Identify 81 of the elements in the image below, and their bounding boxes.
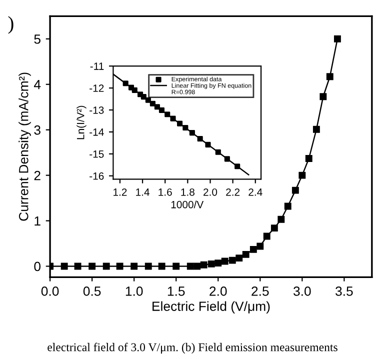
point: [102, 262, 110, 270]
point: [305, 155, 312, 162]
point: [263, 232, 270, 240]
y-tick-label: -12: [90, 84, 104, 92]
y-axis-title: Ln(I/V²): [76, 106, 86, 140]
x-tick-label: 2.0: [204, 188, 218, 196]
y-tick-label: -11: [90, 62, 104, 70]
x-axis-title: 1000/V: [171, 200, 204, 208]
point: [164, 112, 170, 118]
point: [182, 124, 188, 131]
x-tick-label: 3.0: [293, 286, 311, 296]
point: [144, 262, 152, 270]
point: [298, 172, 306, 179]
point: [140, 94, 146, 100]
y-tick-label: 1: [34, 216, 40, 226]
x-tick-label: 2.2: [226, 188, 240, 196]
y-tick-label: -15: [90, 150, 104, 158]
point: [132, 87, 138, 93]
x-tick-label: 0.0: [41, 286, 59, 296]
x-tick-label: 1.5: [168, 286, 185, 296]
point: [234, 164, 240, 170]
point: [158, 107, 164, 113]
y-tick-label: 2: [34, 170, 40, 180]
point: [214, 260, 222, 267]
point: [320, 93, 327, 100]
x-tick-label: 2.5: [252, 286, 269, 296]
x-tick-label: 1.4: [136, 188, 150, 196]
point: [116, 262, 124, 270]
point: [158, 262, 166, 270]
point: [74, 262, 82, 270]
y-tick-label: 5: [34, 34, 40, 44]
point: [154, 104, 160, 110]
y-tick-label: 4: [34, 80, 41, 90]
point: [242, 250, 250, 258]
text: electrical field of 3.0 V/μm. (b) Field emission measurements: [48, 342, 338, 354]
point: [221, 258, 228, 265]
point: [284, 202, 292, 210]
x-tick-label: 2.0: [210, 286, 227, 296]
point: [208, 260, 215, 268]
point: [270, 224, 278, 232]
point: [88, 262, 96, 270]
x-tick-label: 2.4: [248, 188, 262, 196]
x-tick-label: 1.8: [181, 188, 194, 196]
point: [145, 97, 151, 103]
point: [172, 262, 180, 270]
y-tick-label: 3: [34, 125, 40, 135]
point: [197, 136, 203, 142]
point: [236, 254, 243, 262]
y-axis-title: Current Density (mA/cm²): [18, 72, 31, 221]
y-tick-label: -14: [90, 128, 104, 136]
point: [250, 246, 257, 253]
y-tick-label: 0: [34, 262, 41, 272]
x-tick-label: 1.0: [126, 286, 143, 296]
x-tick-label: 0.5: [83, 286, 101, 296]
point: [60, 262, 68, 270]
point: [189, 130, 195, 136]
point: [334, 35, 341, 42]
x-tick-label: 1.6: [158, 188, 172, 196]
point: [186, 262, 194, 270]
point: [256, 242, 264, 250]
point: [200, 261, 208, 268]
point: [130, 262, 138, 270]
point: [215, 149, 221, 155]
point: [170, 116, 176, 122]
point: [176, 120, 183, 126]
point: [224, 156, 230, 162]
point: [326, 73, 334, 80]
point: [194, 262, 201, 270]
x-tick-label: 3.5: [336, 286, 353, 296]
point: [205, 142, 211, 148]
point: [228, 256, 236, 264]
point: [292, 186, 299, 194]
point: [278, 216, 285, 223]
y-tick-label: -16: [90, 172, 104, 180]
text: ): [8, 16, 14, 34]
y-tick-label: -13: [90, 106, 104, 114]
point: [312, 126, 320, 133]
point: [150, 100, 156, 106]
x-axis-title: Electric Field (V/μm): [152, 301, 270, 314]
x-tick-label: 1.2: [114, 188, 127, 196]
point: [122, 80, 128, 86]
